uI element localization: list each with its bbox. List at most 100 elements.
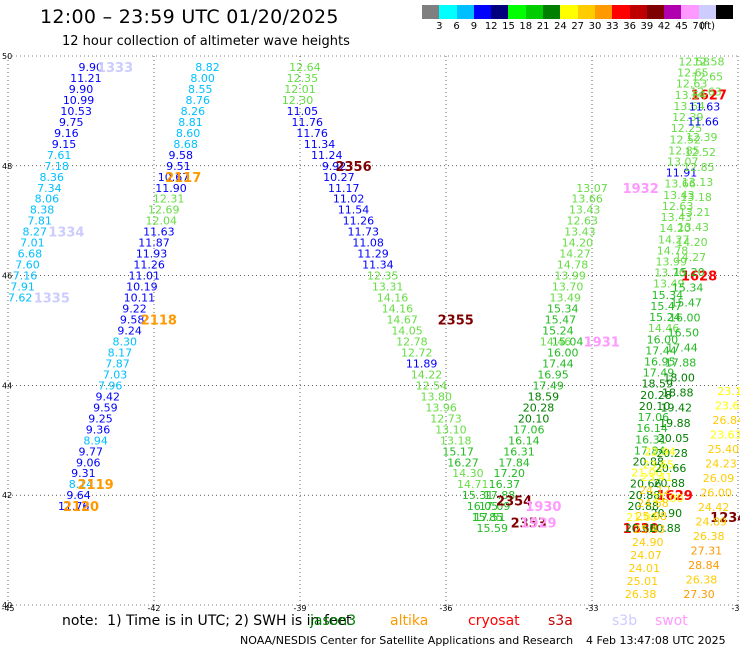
wave-height-value: 8.00 (190, 72, 215, 85)
wave-height-value: 24.07 (630, 549, 662, 562)
wave-height-value: 9.36 (86, 423, 111, 436)
wave-height-value: 9.24 (117, 325, 142, 338)
y-tick-label: 48 (2, 162, 12, 171)
track-id-label: 1929 (520, 517, 556, 532)
wave-height-value: 15.17 (442, 445, 474, 458)
wave-height-value: 9.59 (93, 401, 118, 414)
wave-height-value: 20.28 (656, 447, 688, 460)
color-scale-label: 6 (453, 21, 460, 32)
wave-height-value: 12.72 (401, 346, 433, 359)
wave-height-value: 8.30 (113, 335, 138, 348)
wave-height-value: 13.21 (679, 206, 711, 219)
legend-note: note: 1) Time is in UTC; 2) SWH is in fe… (62, 613, 352, 629)
color-scale-label: 42 (657, 21, 671, 32)
track-id-label: 1931 (584, 335, 620, 350)
wave-height-value: 9.42 (96, 390, 121, 403)
wave-height-value: 12.25 (671, 122, 703, 135)
wave-height-value: 7.91 (10, 281, 35, 294)
wave-height-value: 20.90 (651, 507, 683, 520)
wave-height-value: 14.20 (562, 237, 594, 250)
wave-height-value: 16.95 (537, 368, 569, 381)
track-id-label: 1930 (525, 500, 561, 515)
track-id-label: 2120 (63, 500, 99, 515)
wave-height-value: 17.44 (542, 357, 574, 370)
wave-height-value: 13.64 (673, 100, 705, 113)
wave-height-value: 11.76 (292, 116, 324, 129)
x-tick-label: -39 (293, 604, 306, 613)
color-scale-swatch (629, 5, 647, 19)
wave-height-value: 20.10 (518, 412, 550, 425)
wave-height-value: 12.39 (686, 131, 718, 144)
wave-height-value: 15.24 (649, 311, 681, 324)
wave-height-value: 11.90 (155, 182, 187, 195)
wave-height-value: 13.66 (571, 193, 603, 206)
wave-height-value: 9.75 (59, 116, 84, 129)
wave-height-value: 20.05 (658, 432, 690, 445)
wave-height-value: 23.41 (641, 471, 673, 484)
wave-height-value: 9.92 (322, 160, 347, 173)
wave-height-value: 26.38 (625, 588, 657, 601)
wave-height-value: 10.11 (124, 292, 156, 305)
wave-height-value: 12.35 (287, 72, 319, 85)
wave-height-value: 20.10 (639, 400, 671, 413)
color-scale-swatch (681, 5, 699, 19)
color-scale-swatch (439, 5, 457, 19)
wave-height-value: 7.62 (8, 292, 33, 305)
wave-height-value: 11.73 (348, 226, 380, 239)
wave-height-value: 10.67 (158, 171, 190, 184)
wave-height-value: 14.27 (658, 233, 690, 246)
wave-height-value: 12.52 (670, 133, 702, 146)
wave-height-value: 14.20 (659, 222, 691, 235)
wave-height-value: 13.43 (569, 204, 601, 217)
x-tick-label: -33 (585, 604, 598, 613)
wave-height-value: 15.85 (472, 511, 504, 524)
color-scale-swatch (456, 5, 474, 19)
wave-height-value: 23.13 (717, 385, 740, 398)
wave-height-value: 20.88 (649, 522, 681, 535)
wave-height-value: 24.89 (695, 515, 727, 528)
wave-height-value: 18.88 (662, 387, 694, 400)
color-scale-label: 27 (571, 21, 585, 32)
footer-credit: NOAA/NESDIS Center for Satellite Applica… (240, 634, 574, 647)
wave-height-value: 11.54 (338, 204, 370, 217)
wave-height-value: 12.69 (148, 204, 180, 217)
wave-height-value: 13.70 (654, 267, 686, 280)
wave-height-value: 14.16 (382, 303, 414, 316)
wave-height-value: 18.59 (528, 390, 560, 403)
wave-height-value: 26.38 (693, 530, 725, 543)
wave-height-value: 7.01 (20, 237, 45, 250)
color-scale-label: 45 (675, 21, 688, 32)
track-id-label: 2355 (438, 314, 474, 329)
wave-height-value: 27.31 (691, 544, 723, 557)
wave-height-value: 13.64 (675, 89, 707, 102)
legend-swot: swot (655, 613, 688, 629)
wave-height-value: 26.38 (686, 574, 718, 587)
wave-height-value: 8.38 (30, 204, 55, 217)
wave-height-value: 12.01 (284, 83, 316, 96)
wave-height-value: 26.84 (713, 414, 740, 427)
wave-height-value: 15.24 (542, 325, 574, 338)
wave-height-value: 11.26 (343, 215, 375, 228)
wave-height-value: 9.58 (169, 149, 194, 162)
y-tick-label: 40 (2, 601, 12, 610)
wave-height-value: 8.68 (173, 138, 198, 151)
wave-height-value: 12.63 (690, 86, 722, 99)
color-scale-label: 70 (692, 21, 706, 32)
wave-height-value: 25.08 (636, 510, 668, 523)
wave-height-value: 9.64 (66, 489, 91, 502)
wave-height-value: 22.94 (644, 445, 676, 458)
wave-height-value: 20.88 (627, 500, 659, 513)
color-scale-swatch (716, 5, 734, 19)
wave-height-value: 25.01 (627, 575, 659, 588)
wave-height-value: 13.31 (372, 281, 404, 294)
wave-height-value: 16.05 (467, 500, 499, 513)
color-scale-label: 36 (623, 21, 636, 32)
wave-height-value: 8.06 (35, 193, 60, 206)
wave-height-value: 16.95 (644, 355, 676, 368)
wave-height-value: 12.65 (692, 71, 724, 84)
color-scale-swatch (491, 5, 509, 19)
track-id-label: 1630 (623, 522, 659, 537)
wave-height-value: 15.04 (552, 335, 584, 348)
wave-height-value: 13.43 (663, 189, 695, 202)
wave-height-value: 20.28 (523, 401, 555, 414)
